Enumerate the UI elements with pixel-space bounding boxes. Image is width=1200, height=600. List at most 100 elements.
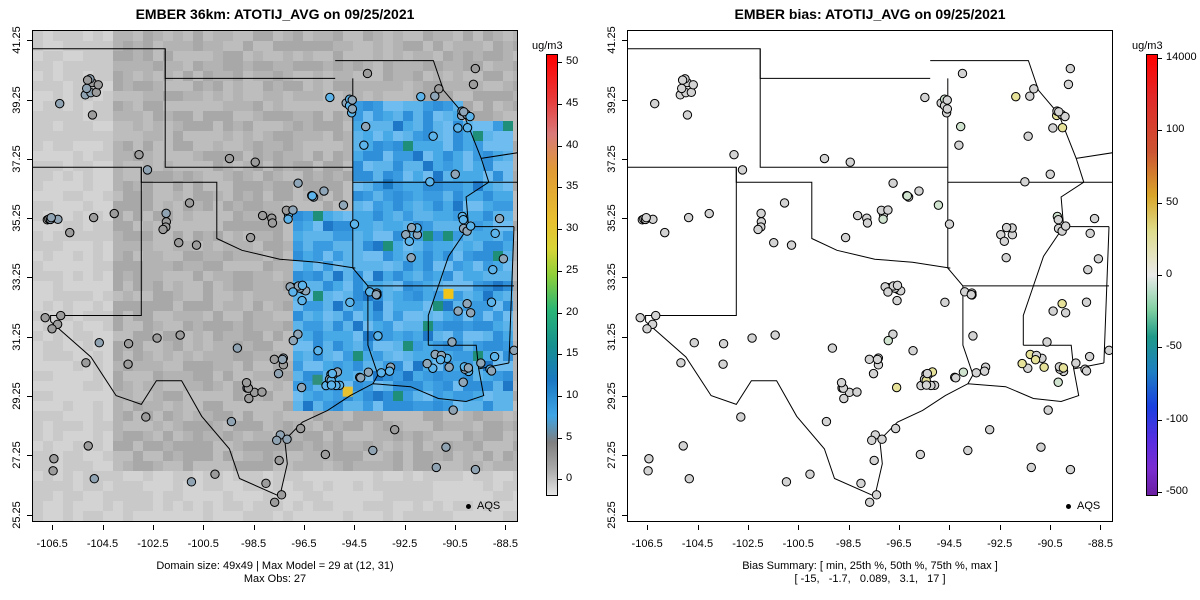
- grid-cell: [153, 221, 163, 231]
- x-tickmark: [1100, 525, 1102, 530]
- left-legend-label: AQS: [477, 500, 501, 512]
- grid-cell: [63, 171, 73, 181]
- grid-cell: [313, 61, 323, 71]
- grid-cell: [83, 31, 93, 41]
- grid-cell: [143, 371, 153, 381]
- grid-cell: [423, 71, 433, 81]
- grid-cell: [133, 341, 143, 351]
- grid-cell: [193, 441, 203, 451]
- grid-cell: [443, 191, 453, 201]
- grid-cell: [103, 41, 113, 51]
- grid-cell: [333, 181, 343, 191]
- grid-cell: [463, 481, 473, 491]
- grid-cell: [513, 441, 517, 451]
- grid-cell: [503, 401, 513, 411]
- grid-cell: [403, 271, 413, 281]
- grid-cell: [433, 371, 443, 381]
- grid-cell: [303, 31, 313, 41]
- grid-cell: [243, 481, 253, 491]
- grid-cell: [403, 111, 413, 121]
- grid-cell: [103, 481, 113, 491]
- grid-cell: [453, 221, 463, 231]
- grid-cell: [263, 511, 273, 521]
- grid-cell: [103, 511, 113, 521]
- grid-cell: [473, 521, 483, 522]
- grid-cell: [173, 401, 183, 411]
- grid-cell: [213, 31, 223, 41]
- grid-cell: [423, 241, 433, 251]
- grid-cell: [343, 411, 353, 421]
- grid-cell: [423, 511, 433, 521]
- grid-cell: [103, 111, 113, 121]
- grid-cell: [283, 221, 293, 231]
- grid-cell: [263, 201, 273, 211]
- grid-cell: [253, 191, 263, 201]
- grid-cell: [513, 351, 517, 361]
- grid-cell: [363, 261, 373, 271]
- grid-cell: [103, 31, 113, 41]
- colorbar-tickmark: [558, 354, 562, 356]
- grid-cell: [503, 471, 513, 481]
- grid-cell: [203, 101, 213, 111]
- station-marker: [87, 110, 98, 120]
- station-marker: [465, 308, 476, 318]
- grid-cell: [163, 341, 173, 351]
- grid-cell: [253, 371, 263, 381]
- colorbar-tick-label: 30: [566, 222, 579, 235]
- grid-cell: [203, 111, 213, 121]
- grid-cell: [233, 181, 243, 191]
- grid-cell: [183, 471, 193, 481]
- grid-cell: [123, 501, 133, 511]
- station-marker: [1025, 91, 1035, 101]
- grid-cell: [323, 391, 333, 401]
- station-marker: [82, 75, 93, 85]
- grid-cell: [363, 441, 373, 451]
- grid-cell: [303, 211, 313, 221]
- grid-cell: [383, 31, 393, 41]
- grid-cell: [493, 71, 503, 81]
- grid-cell: [163, 151, 173, 161]
- y-tickmark: [622, 218, 627, 220]
- grid-cell: [173, 101, 183, 111]
- grid-cell: [503, 71, 513, 81]
- grid-cell: [503, 331, 513, 341]
- grid-cell: [273, 511, 283, 521]
- grid-cell: [63, 291, 73, 301]
- grid-cell: [183, 61, 193, 71]
- grid-cell: [103, 191, 113, 201]
- grid-cell: [73, 351, 83, 361]
- grid-cell: [483, 451, 493, 461]
- station-marker: [494, 213, 505, 224]
- grid-cell: [503, 491, 513, 501]
- grid-cell: [103, 251, 113, 261]
- grid-cell: [493, 201, 503, 211]
- grid-cell: [373, 41, 383, 51]
- grid-cell: [163, 471, 173, 481]
- grid-cell: [503, 381, 513, 391]
- station-marker: [274, 455, 284, 466]
- grid-cell: [173, 301, 183, 311]
- grid-cell: [183, 351, 193, 361]
- grid-cell: [43, 241, 53, 251]
- grid-cell: [143, 141, 153, 151]
- grid-cell: [133, 131, 143, 141]
- grid-cell: [173, 431, 183, 441]
- grid-cell: [303, 381, 313, 391]
- grid-cell: [263, 141, 273, 151]
- grid-cell: [173, 51, 183, 61]
- right-colorbar-unit: ug/m3: [1132, 40, 1163, 52]
- grid-cell: [393, 151, 403, 161]
- grid-cell: [133, 271, 143, 281]
- colorbar-tickmark: [558, 145, 562, 147]
- grid-cell: [393, 141, 403, 151]
- grid-cell: [333, 191, 343, 201]
- grid-cell: [353, 81, 363, 91]
- grid-cell: [293, 71, 303, 81]
- grid-cell: [313, 401, 323, 411]
- grid-cell: [223, 371, 233, 381]
- grid-cell: [443, 111, 453, 121]
- grid-cell: [163, 481, 173, 491]
- grid-cell: [413, 71, 423, 81]
- grid-cell: [293, 351, 303, 361]
- grid-cell: [253, 381, 263, 391]
